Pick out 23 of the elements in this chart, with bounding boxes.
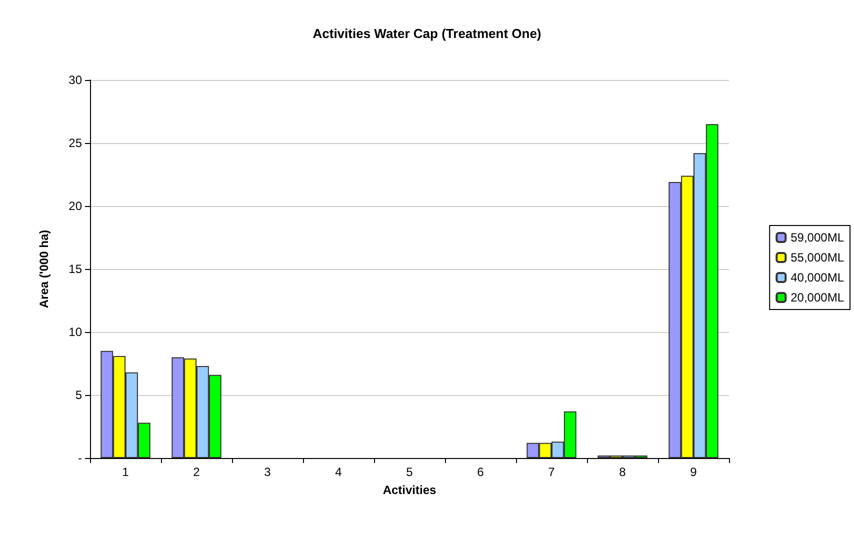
x-tick-label: 5 (406, 465, 414, 479)
chart-title: Activities Water Cap (Treatment One) (312, 26, 542, 41)
x-tick-label: 1 (122, 465, 130, 479)
y-tick-label: 30 (68, 73, 82, 87)
x-tick-label: 8 (619, 465, 626, 479)
y-tick-label: 10 (68, 325, 82, 339)
x-tick-label: 4 (335, 465, 342, 479)
x-axis-title: Activities (382, 483, 436, 497)
y-axis-title: Area ('000 ha) (37, 230, 51, 308)
legend-label: 55,000ML (790, 250, 844, 264)
y-tick-label: - (78, 451, 82, 465)
y-tick-label: 20 (68, 199, 82, 213)
x-tick-label: 6 (477, 465, 484, 479)
x-tick-label: 9 (690, 465, 698, 479)
legend-label: 40,000ML (790, 270, 844, 284)
legend-label: 59,000ML (790, 230, 844, 244)
y-tick-label: 25 (68, 136, 82, 150)
y-tick-label: 5 (75, 388, 82, 402)
x-tick-label: 3 (264, 465, 272, 479)
legend-label: 20,000ML (790, 290, 844, 304)
x-tick-label: 7 (548, 465, 556, 479)
x-tick-label: 2 (193, 465, 200, 479)
y-tick-label: 15 (68, 262, 82, 276)
